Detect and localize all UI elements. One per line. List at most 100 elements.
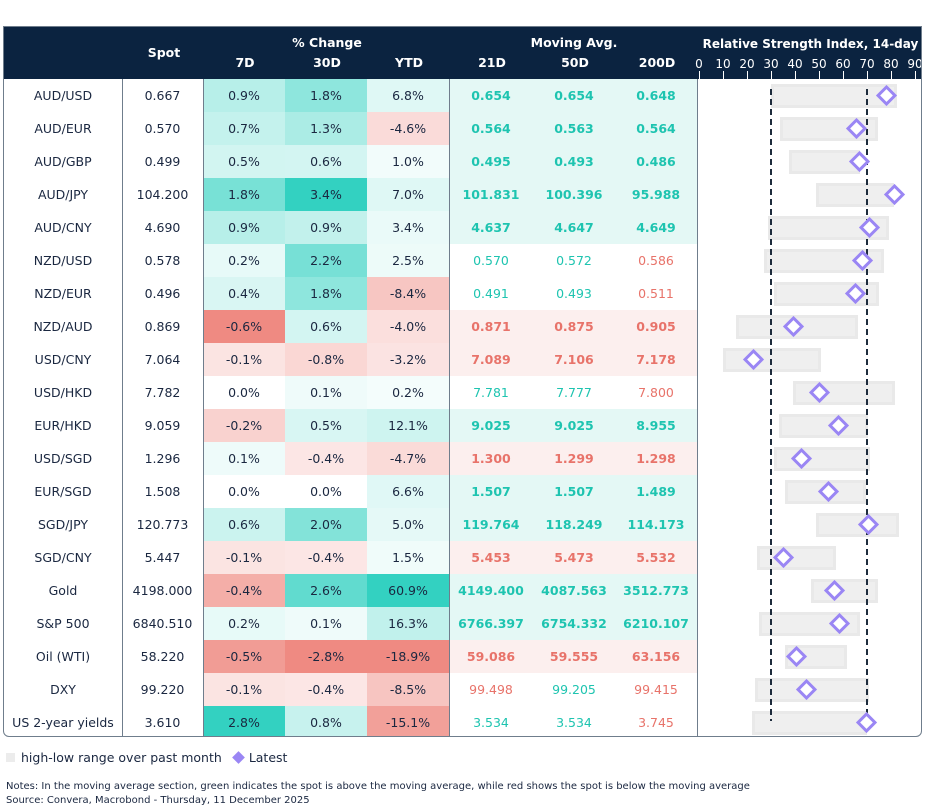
spot-value: 7.782: [144, 385, 181, 400]
moving-avg-value: 1.299: [554, 451, 594, 466]
moving-avg-value: 5.453: [471, 550, 511, 565]
pct-change-d7: -0.5%: [203, 640, 285, 673]
rsi-range-bar: [757, 546, 836, 570]
pct-change-d7: -0.6%: [203, 310, 285, 343]
pct-change-ytd: 2.5%: [367, 244, 449, 277]
rsi-range-bar: [816, 513, 900, 537]
pct-change-d30: 0.8%: [285, 706, 367, 736]
rsi-tick-label: 50: [811, 57, 827, 71]
moving-avg-value: 4087.563: [541, 583, 607, 598]
pct-change-ytd: 16.3%: [367, 607, 449, 640]
moving-avg-value: 9.025: [471, 418, 511, 433]
moving-avg-value: 5.532: [636, 550, 676, 565]
moving-avg-value: 0.511: [638, 286, 674, 301]
pct-change-d7: 0.9%: [203, 79, 285, 112]
table-row: AUD/USD 0.667 0.9% 1.8% 6.8% 0.654 0.654 0.648: [4, 79, 921, 112]
moving-avg-value: 7.178: [636, 352, 676, 367]
spot-value: 120.773: [136, 517, 189, 532]
rsi-range-bar: [779, 414, 869, 438]
row-label: EUR/SGD: [34, 484, 92, 499]
pct-change-d30: 2.6%: [285, 574, 367, 607]
pct-change-d7: 0.1%: [203, 442, 285, 475]
pct-change-d7: -0.1%: [203, 541, 285, 574]
rsi-tick-label: 20: [739, 57, 755, 71]
spot-value: 0.667: [144, 88, 181, 103]
row-label: DXY: [50, 682, 76, 697]
spot-value: 0.578: [144, 253, 181, 268]
table-row: SGD/CNY 5.447 -0.1% -0.4% 1.5% 5.453 5.473 5.53…: [4, 541, 921, 574]
moving-avg-value: 9.025: [554, 418, 594, 433]
moving-avg-value: 0.572: [556, 253, 592, 268]
row-label: AUD/JPY: [37, 187, 89, 202]
moving-avg-value: 1.507: [554, 484, 594, 499]
header-30d: 30D: [313, 55, 341, 70]
divider: [122, 79, 123, 736]
rsi-tick-label: 30: [763, 57, 779, 71]
moving-avg-value: 4149.400: [458, 583, 524, 598]
notes: Notes: In the moving average section, gr…: [6, 781, 750, 792]
rsi-tick-label: 0: [695, 57, 703, 71]
moving-avg-value: 7.106: [554, 352, 594, 367]
moving-avg-value: 0.586: [638, 253, 674, 268]
moving-avg-value: 119.764: [462, 517, 520, 532]
pct-change-d30: 3.4%: [285, 178, 367, 211]
pct-change-d7: 0.9%: [203, 211, 285, 244]
rsi-range-bar: [816, 183, 895, 207]
spot-value: 104.200: [136, 187, 189, 202]
moving-avg-value: 0.570: [473, 253, 509, 268]
ma-row-bg: [450, 178, 697, 211]
header-moving-avg: Moving Avg.: [530, 35, 618, 50]
moving-avg-value: 4.649: [636, 220, 676, 235]
header-21d: 21D: [478, 55, 506, 70]
pct-change-d7: -0.4%: [203, 574, 285, 607]
moving-avg-value: 0.654: [471, 88, 511, 103]
pct-change-d7: -0.1%: [203, 343, 285, 376]
rsi-tick-mark: [771, 71, 772, 79]
spot-value: 58.220: [140, 649, 185, 664]
moving-avg-value: 59.086: [466, 649, 516, 664]
pct-change-d30: 1.8%: [285, 79, 367, 112]
pct-change-d30: 1.8%: [285, 277, 367, 310]
spot-value: 0.496: [144, 286, 181, 301]
row-label: NZD/USD: [33, 253, 93, 268]
row-label: EUR/HKD: [34, 418, 92, 433]
ma-row-bg: [450, 508, 697, 541]
pct-change-d30: 0.0%: [285, 475, 367, 508]
pct-change-d7: 0.4%: [203, 277, 285, 310]
pct-change-ytd: -4.6%: [367, 112, 449, 145]
rsi-tick-mark: [867, 71, 868, 79]
moving-avg-value: 4.647: [554, 220, 594, 235]
moving-avg-value: 0.871: [471, 319, 511, 334]
rsi-tick-label: 90: [907, 57, 922, 71]
moving-avg-value: 0.493: [556, 286, 592, 301]
rsi-range-bar: [755, 678, 869, 702]
header-ytd: YTD: [395, 55, 423, 70]
row-label: USD/SGD: [33, 451, 93, 466]
moving-avg-value: 3.745: [638, 715, 674, 730]
rsi-tick-mark: [747, 71, 748, 79]
pct-change-ytd: -8.4%: [367, 277, 449, 310]
pct-change-ytd: -4.7%: [367, 442, 449, 475]
row-label: NZD/AUD: [33, 319, 93, 334]
moving-avg-value: 99.205: [552, 682, 596, 697]
legend-latest: Latest: [248, 750, 288, 765]
moving-avg-value: 5.473: [554, 550, 594, 565]
moving-avg-value: 8.955: [636, 418, 676, 433]
row-label: US 2-year yields: [12, 715, 114, 730]
pct-change-d7: 0.0%: [203, 475, 285, 508]
moving-avg-value: 0.875: [554, 319, 594, 334]
ma-row-bg: [450, 475, 697, 508]
pct-change-d7: 0.6%: [203, 508, 285, 541]
ma-row-bg: [450, 112, 697, 145]
moving-avg-value: 7.800: [638, 385, 674, 400]
pct-change-d30: 0.6%: [285, 310, 367, 343]
rsi-reference-line: [866, 89, 868, 721]
pct-change-ytd: 60.9%: [367, 574, 449, 607]
header-pct-change: % Change: [292, 35, 362, 50]
pct-change-d30: -0.8%: [285, 343, 367, 376]
moving-avg-value: 114.173: [627, 517, 685, 532]
fx-summary-table: Spot % Change 7D 30D YTD Moving Avg. 21D…: [3, 26, 922, 737]
header-50d: 50D: [561, 55, 589, 70]
moving-avg-value: 0.564: [471, 121, 511, 136]
rsi-tick-mark: [915, 71, 916, 79]
